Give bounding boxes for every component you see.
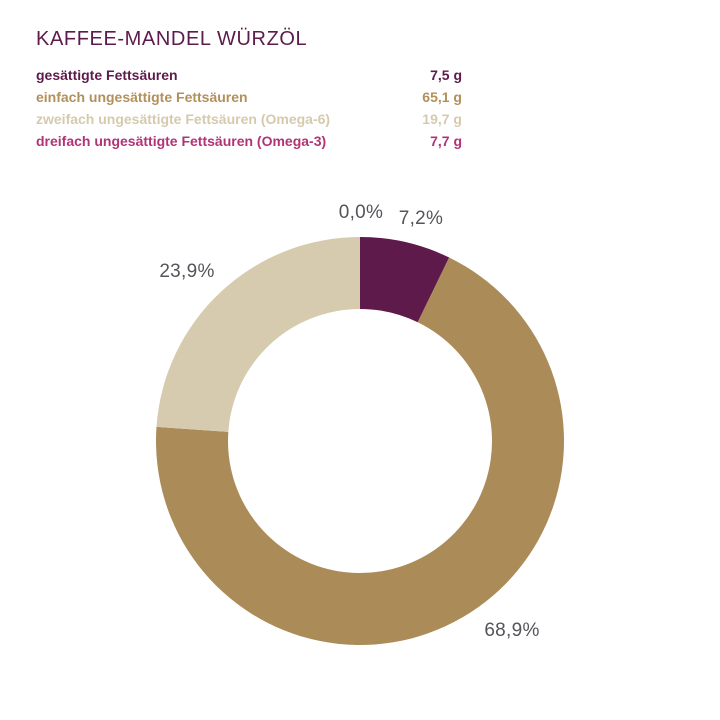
legend-row: zweifach ungesättigte Fettsäuren (Omega-…	[36, 108, 462, 130]
legend-value: 65,1 g	[422, 89, 462, 105]
donut-slice-3	[156, 237, 360, 432]
legend-block: KAFFEE-MANDEL WÜRZÖL gesättigte Fettsäur…	[36, 26, 462, 152]
legend-label: gesättigte Fettsäuren	[36, 67, 178, 83]
slice-label: 23,9%	[159, 261, 214, 282]
slice-label: 0,0%	[339, 202, 384, 223]
legend-value: 7,5 g	[430, 67, 462, 83]
legend-value: 7,7 g	[430, 133, 462, 149]
legend-label: einfach ungesättigte Fettsäuren	[36, 89, 248, 105]
legend-value: 19,7 g	[422, 111, 462, 127]
slice-label: 68,9%	[484, 620, 539, 641]
donut-slice-1	[360, 237, 450, 323]
legend: gesättigte Fettsäuren 7,5 g einfach unge…	[36, 64, 462, 152]
legend-row: gesättigte Fettsäuren 7,5 g	[36, 64, 462, 86]
legend-label: dreifach ungesättigte Fettsäuren (Omega-…	[36, 133, 327, 149]
slice-label: 7,2%	[399, 208, 444, 229]
donut-slice-2	[155, 257, 564, 646]
page-title: KAFFEE-MANDEL WÜRZÖL	[36, 28, 308, 50]
legend-label: zweifach ungesättigte Fettsäuren (Omega-…	[36, 111, 331, 127]
legend-row: dreifach ungesättigte Fettsäuren (Omega-…	[36, 130, 462, 152]
legend-row: einfach ungesättigte Fettsäuren 65,1 g	[36, 86, 462, 108]
